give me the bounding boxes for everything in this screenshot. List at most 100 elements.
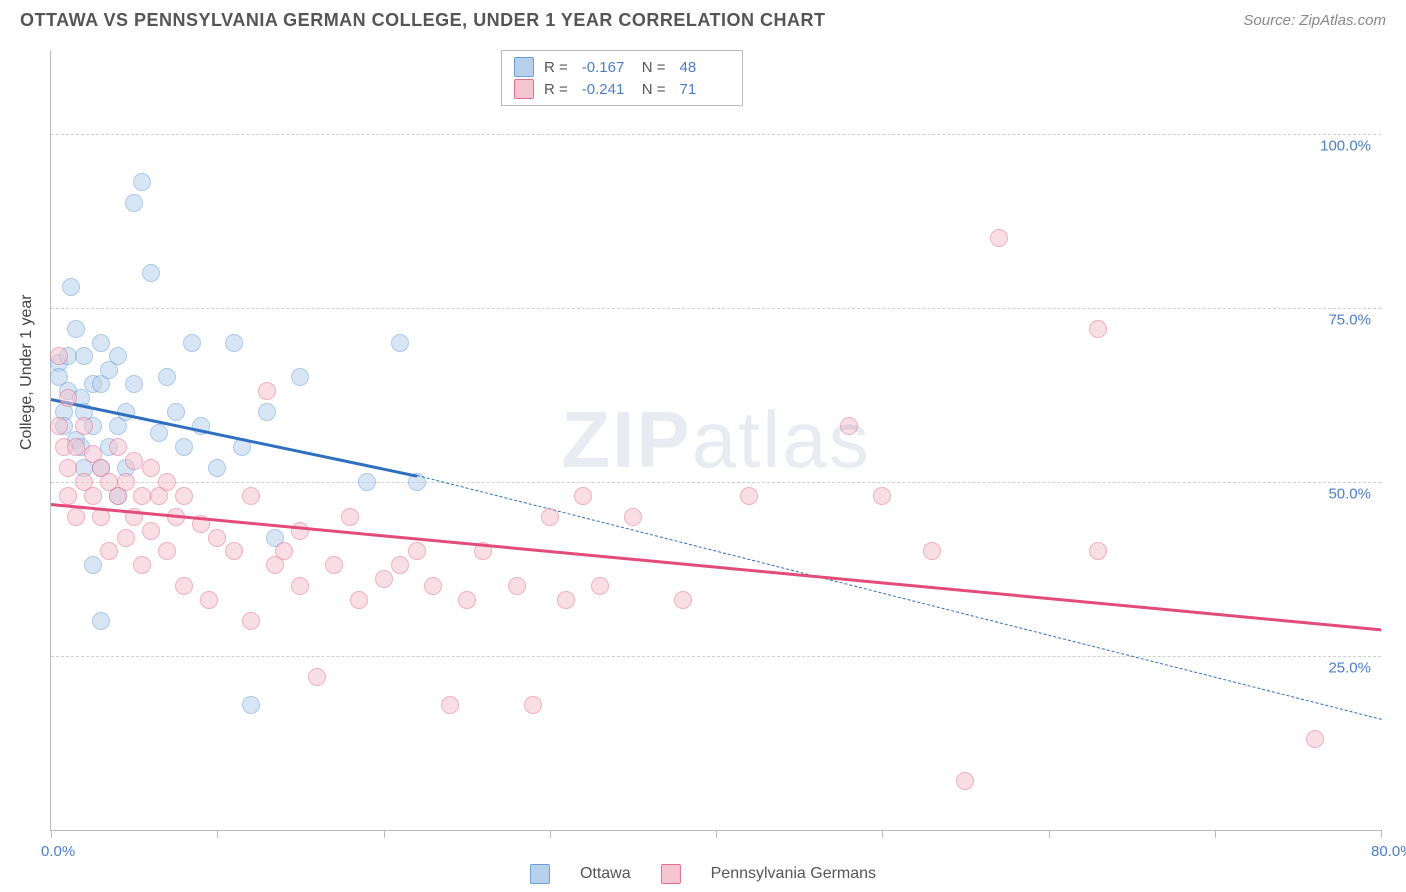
source-citation: Source: ZipAtlas.com: [1243, 12, 1386, 29]
scatter-point: [557, 591, 575, 609]
scatter-point: [325, 556, 343, 574]
scatter-point: [242, 612, 260, 630]
scatter-point: [574, 487, 592, 505]
scatter-point: [624, 508, 642, 526]
scatter-point: [225, 542, 243, 560]
scatter-point: [158, 542, 176, 560]
scatter-point: [258, 403, 276, 421]
scatter-point: [142, 459, 160, 477]
gridline: [51, 482, 1381, 483]
scatter-point: [109, 438, 127, 456]
y-axis-title: College, Under 1 year: [18, 294, 36, 450]
scatter-point: [67, 508, 85, 526]
scatter-point: [408, 542, 426, 560]
watermark-atlas: atlas: [692, 395, 871, 484]
scatter-point: [873, 487, 891, 505]
scatter-point: [59, 487, 77, 505]
scatter-point: [458, 591, 476, 609]
scatter-point: [84, 487, 102, 505]
legend-label-penn: Pennsylvania Germans: [711, 865, 876, 883]
legend-row-ottawa: R = -0.167 N = 48: [514, 57, 730, 77]
scatter-point: [291, 368, 309, 386]
scatter-point: [67, 320, 85, 338]
scatter-point: [275, 542, 293, 560]
swatch-penn: [514, 79, 534, 99]
scatter-point: [50, 347, 68, 365]
scatter-point: [200, 591, 218, 609]
x-tick-label: 0.0%: [41, 843, 75, 860]
scatter-point: [524, 696, 542, 714]
scatter-point: [75, 417, 93, 435]
scatter-point: [158, 473, 176, 491]
scatter-point: [341, 508, 359, 526]
x-tick: [217, 830, 218, 838]
x-tick: [1381, 830, 1382, 838]
scatter-point: [258, 382, 276, 400]
legend-swatch-penn: [661, 864, 681, 884]
scatter-point: [541, 508, 559, 526]
scatter-point: [308, 668, 326, 686]
scatter-point: [242, 696, 260, 714]
scatter-point: [125, 375, 143, 393]
scatter-point: [291, 522, 309, 540]
scatter-point: [375, 570, 393, 588]
scatter-point: [1306, 730, 1324, 748]
scatter-point: [125, 194, 143, 212]
source-label: Source:: [1243, 12, 1295, 29]
scatter-point: [225, 334, 243, 352]
scatter-plot-area: ZIPatlas R = -0.167 N = 48 R = -0.241 N …: [50, 50, 1381, 831]
scatter-point: [175, 438, 193, 456]
scatter-point: [391, 556, 409, 574]
scatter-point: [291, 577, 309, 595]
scatter-point: [990, 229, 1008, 247]
x-tick: [384, 830, 385, 838]
r-value-penn: -0.241: [582, 81, 632, 98]
watermark-zip: ZIP: [561, 395, 691, 484]
x-tick-label: 80.0%: [1371, 843, 1406, 860]
scatter-point: [158, 368, 176, 386]
scatter-point: [391, 334, 409, 352]
scatter-point: [424, 577, 442, 595]
scatter-point: [1089, 320, 1107, 338]
scatter-point: [67, 438, 85, 456]
scatter-point: [117, 529, 135, 547]
scatter-point: [59, 459, 77, 477]
scatter-point: [59, 389, 77, 407]
scatter-point: [133, 487, 151, 505]
scatter-point: [150, 424, 168, 442]
chart-header: OTTAWA VS PENNSYLVANIA GERMAN COLLEGE, U…: [0, 0, 1406, 36]
scatter-point: [84, 556, 102, 574]
scatter-point: [92, 612, 110, 630]
scatter-point: [508, 577, 526, 595]
scatter-point: [133, 173, 151, 191]
y-tick-label: 75.0%: [1328, 311, 1371, 328]
gridline: [51, 656, 1381, 657]
series-legend: Ottawa Pennsylvania Germans: [530, 864, 876, 884]
chart-title: OTTAWA VS PENNSYLVANIA GERMAN COLLEGE, U…: [20, 10, 826, 31]
legend-label-ottawa: Ottawa: [580, 865, 631, 883]
r-label: R =: [544, 81, 568, 98]
scatter-point: [175, 577, 193, 595]
scatter-point: [133, 556, 151, 574]
x-tick: [51, 830, 52, 838]
x-tick: [716, 830, 717, 838]
legend-row-penn: R = -0.241 N = 71: [514, 79, 730, 99]
gridline: [51, 308, 1381, 309]
scatter-point: [50, 417, 68, 435]
n-value-penn: 71: [680, 81, 730, 98]
n-label: N =: [642, 59, 666, 76]
scatter-point: [75, 347, 93, 365]
scatter-point: [1089, 542, 1107, 560]
y-tick-label: 100.0%: [1320, 137, 1371, 154]
scatter-point: [109, 347, 127, 365]
scatter-point: [100, 542, 118, 560]
scatter-point: [175, 487, 193, 505]
r-value-ottawa: -0.167: [582, 59, 632, 76]
scatter-point: [117, 473, 135, 491]
n-label: N =: [642, 81, 666, 98]
scatter-point: [183, 334, 201, 352]
scatter-point: [591, 577, 609, 595]
scatter-point: [142, 264, 160, 282]
x-tick: [882, 830, 883, 838]
scatter-point: [923, 542, 941, 560]
